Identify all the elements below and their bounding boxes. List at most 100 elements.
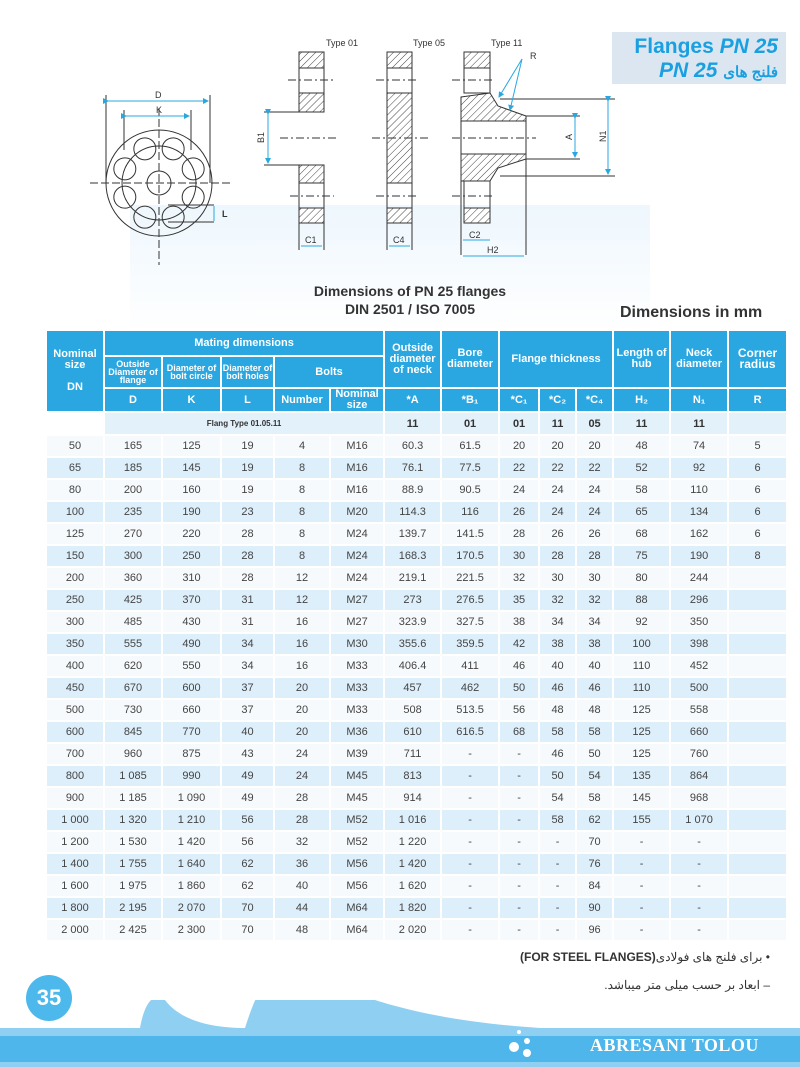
cell-h2: - [614, 898, 670, 918]
cell-h2: 110 [614, 656, 670, 676]
cell-c4: 38 [577, 634, 613, 654]
flange-type-cell: 05 [577, 413, 613, 434]
table-row: 600 845 770 40 20 M36 610 616.5 68 58 58 125 660 [47, 722, 787, 742]
header-n1: N₁ [671, 389, 728, 411]
cell-r [729, 898, 787, 918]
label-type-01: Type 01 [326, 38, 358, 48]
header-bore-diameter: Bore diameter [442, 331, 499, 387]
cell-c2: 32 [540, 590, 576, 610]
cell-r: 6 [729, 502, 787, 522]
note-units: – ابعاد بر حسب میلی متر میباشد. [604, 978, 770, 992]
cell-bolt-number: 48 [275, 920, 329, 940]
header-c4: *C₄ [577, 389, 613, 411]
flange-type-label: Flang Type 01.05.11 [105, 413, 384, 434]
cell-c4: 62 [577, 810, 613, 830]
cell-bolt-size: M52 [331, 832, 384, 852]
cell-c1: 38 [500, 612, 539, 632]
cell-h2: 125 [614, 744, 670, 764]
cell-n1: 660 [671, 722, 728, 742]
background-wash [130, 205, 650, 335]
cell-r [729, 722, 787, 742]
cell-n1: 864 [671, 766, 728, 786]
bolt-hole [181, 185, 205, 209]
cell-l: 56 [222, 810, 273, 830]
cell-bolt-size: M36 [331, 722, 384, 742]
cell-bolt-size: M16 [331, 480, 384, 500]
table-row: 300 485 430 31 16 M27 323.9 327.5 38 34 34 92 350 [47, 612, 787, 632]
cell-c4: 96 [577, 920, 613, 940]
cell-r: 6 [729, 524, 787, 544]
cell-d: 555 [105, 634, 161, 654]
header-outside-diameter-neck: Outside diameter of neck [385, 331, 441, 387]
cell-c2: - [540, 832, 576, 852]
cell-bolt-size: M64 [331, 898, 384, 918]
cell-l: 19 [222, 436, 273, 456]
cell-dn: 1 800 [47, 898, 103, 918]
cell-b1: 141.5 [442, 524, 499, 544]
header-d: D [105, 389, 161, 411]
table-row: 100 235 190 23 8 M20 114.3 116 26 24 24 65 134 6 [47, 502, 787, 522]
cell-b1: 276.5 [442, 590, 499, 610]
cell-h2: - [614, 876, 670, 896]
cell-bolt-number: 20 [275, 700, 329, 720]
table-row: 450 670 600 37 20 M33 457 462 50 46 46 110 500 [47, 678, 787, 698]
cell-r [729, 810, 787, 830]
cell-d: 1 320 [105, 810, 161, 830]
note-steel-flanges: • برای فلنج های فولادی(FOR STEEL FLANGES… [520, 950, 770, 964]
cell-b1: - [442, 744, 499, 764]
cell-n1: - [671, 854, 728, 874]
cell-h2: 155 [614, 810, 670, 830]
type-11-section [460, 51, 615, 257]
cell-r [729, 854, 787, 874]
cell-dn: 200 [47, 568, 103, 588]
cell-bolt-number: 24 [275, 766, 329, 786]
cell-l: 31 [222, 612, 273, 632]
table-row: 800 1 085 990 49 24 M45 813- -50 54 135 864 [47, 766, 787, 786]
cell-bolt-number: 32 [275, 832, 329, 852]
cell-bolt-number: 28 [275, 788, 329, 808]
cell-d: 845 [105, 722, 161, 742]
cell-r [729, 744, 787, 764]
label-l: L [222, 209, 228, 219]
cell-c4: 84 [577, 876, 613, 896]
bolt-hole [161, 137, 185, 161]
label-type-11: Type 11 [491, 38, 522, 48]
cell-h2: - [614, 920, 670, 940]
header-c2: *C₂ [540, 389, 576, 411]
cell-d: 1 185 [105, 788, 161, 808]
cell-c2: 58 [540, 810, 576, 830]
cell-n1: 398 [671, 634, 728, 654]
cell-dn: 700 [47, 744, 103, 764]
cell-r [729, 876, 787, 896]
label-c2: C2 [469, 230, 481, 240]
cell-r: 6 [729, 480, 787, 500]
cell-c1: - [500, 898, 539, 918]
cell-c1: 56 [500, 700, 539, 720]
cell-d: 1 085 [105, 766, 161, 786]
cell-d: 235 [105, 502, 161, 522]
cell-dn: 350 [47, 634, 103, 654]
cell-b1: 170.5 [442, 546, 499, 566]
cell-c2: 38 [540, 634, 576, 654]
cell-k: 220 [163, 524, 220, 544]
cell-n1: - [671, 920, 728, 940]
section-title-line1: Dimensions of PN 25 flanges [313, 283, 507, 299]
cell-b1: 116 [442, 502, 499, 522]
cell-bolt-number: 44 [275, 898, 329, 918]
cell-b1: 327.5 [442, 612, 499, 632]
cell-l: 62 [222, 854, 273, 874]
cell-dn: 2 000 [47, 920, 103, 940]
cell-dn: 1 600 [47, 876, 103, 896]
cell-c4: 28 [577, 546, 613, 566]
cell-b1: 77.5 [442, 458, 499, 478]
cell-l: 34 [222, 656, 273, 676]
cell-dn: 1 000 [47, 810, 103, 830]
cell-b1: - [442, 788, 499, 808]
cell-c4: 30 [577, 568, 613, 588]
cell-b1: - [442, 898, 499, 918]
cell-h2: - [614, 854, 670, 874]
cell-bolt-number: 24 [275, 744, 329, 764]
cell-c2: 54 [540, 788, 576, 808]
cell-h2: 145 [614, 788, 670, 808]
cell-k: 430 [163, 612, 220, 632]
